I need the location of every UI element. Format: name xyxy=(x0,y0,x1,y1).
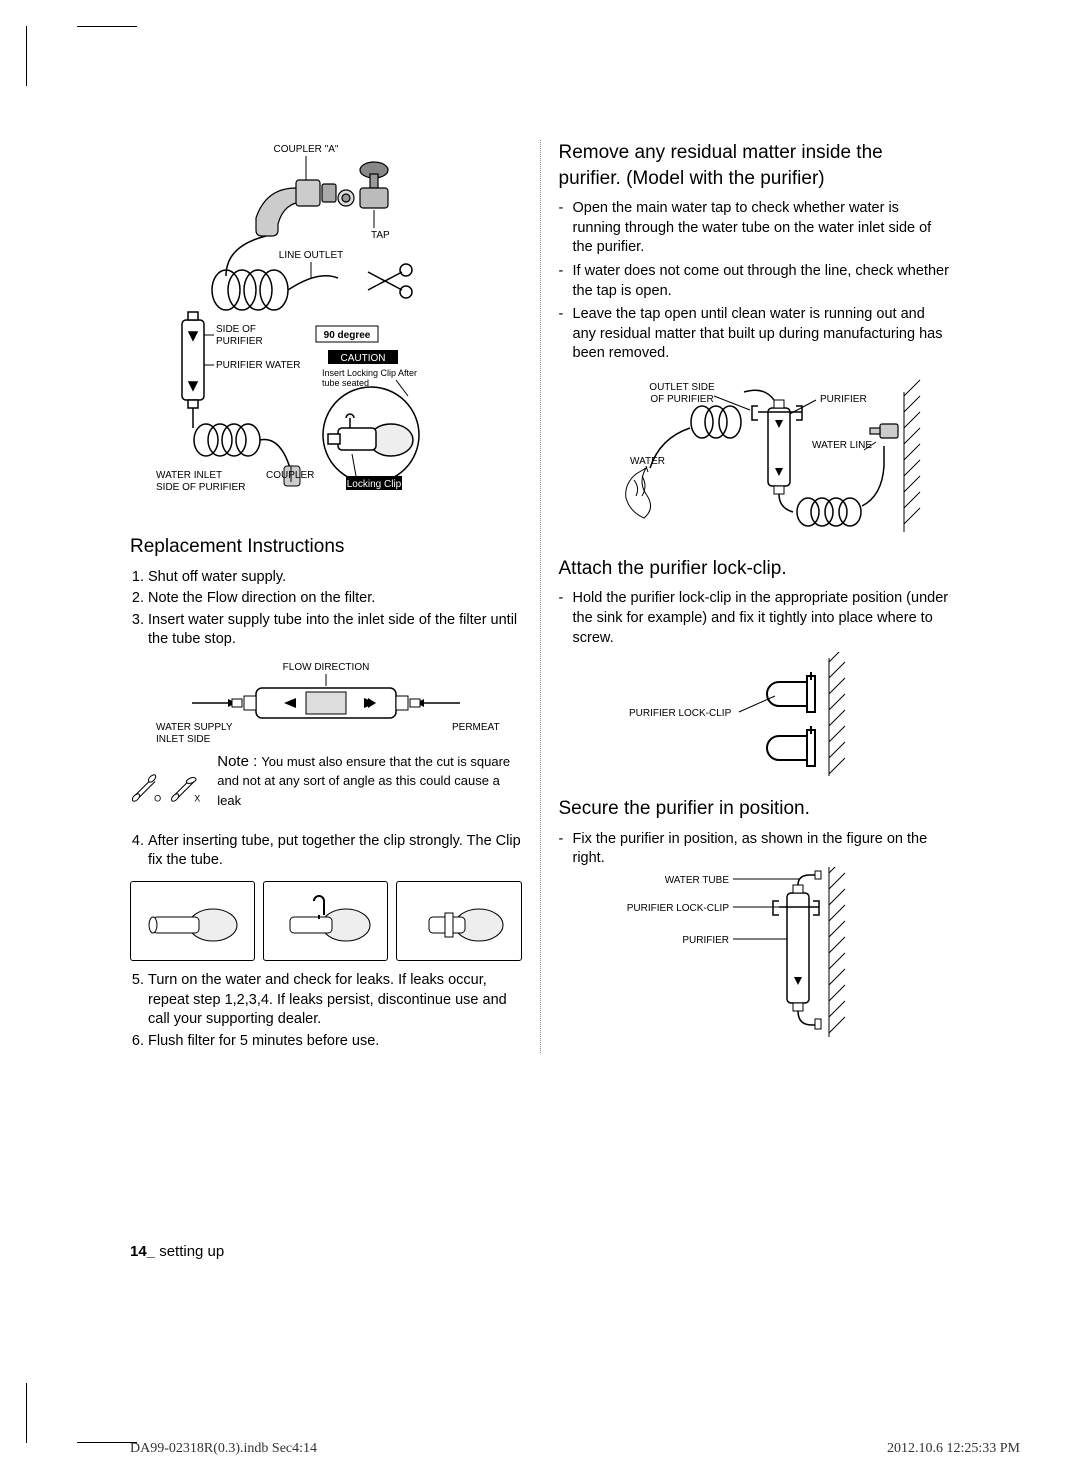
figure-tube-cut-ox: O X xyxy=(130,752,205,822)
replacement-steps-c: Turn on the water and check for leaks. I… xyxy=(130,971,522,1051)
step: Note the Flow direction on the filter. xyxy=(148,589,522,609)
label-90-degree: 90 degree xyxy=(323,330,370,341)
list-item: Hold the purifier lock-clip in the appro… xyxy=(559,589,951,648)
note-text: You must also ensure that the cut is squ… xyxy=(217,754,510,808)
section-name: setting up xyxy=(155,1243,224,1260)
remove-list: Open the main water tap to check whether… xyxy=(559,199,951,364)
left-column: COUPLER "A" TAP xyxy=(130,140,522,1053)
page-number: 14_ xyxy=(130,1243,155,1260)
label-permeat: PERMEAT xyxy=(452,722,500,733)
svg-text:tube seated: tube seated xyxy=(322,378,369,388)
label-coupler: COUPLER xyxy=(266,470,314,481)
step: Turn on the water and check for leaks. I… xyxy=(148,971,522,1030)
print-file: DA99-02318R(0.3).indb Sec4:14 xyxy=(130,1441,317,1457)
figure-secure: WATER TUBE PURIFIER LOCK-CLIP PURIFIER xyxy=(559,867,951,1047)
right-column: Remove any residual matter inside the pu… xyxy=(559,140,951,1053)
step: After inserting tube, put together the c… xyxy=(148,832,522,871)
cut-note-row: O X Note : You must also ensure that the… xyxy=(130,752,522,822)
heading-attach: Attach the purifier lock-clip. xyxy=(559,556,951,582)
label-purifier2: PURIFIER xyxy=(683,935,730,946)
heading-secure: Secure the purifier in position. xyxy=(559,796,951,822)
page-footer: 14_ setting up xyxy=(130,1243,224,1260)
label-o: O xyxy=(154,793,161,803)
label-water-line: WATER LINE xyxy=(812,440,872,451)
list-item: Leave the tap open until clean water is … xyxy=(559,305,951,364)
label-inlet-side: WATER SUPPLY xyxy=(156,722,233,733)
label-caution-text: Insert Locking Clip After xyxy=(322,368,417,378)
figure-flow-direction: FLOW DIRECTION xyxy=(130,656,522,746)
figure-purifier-assembly: COUPLER "A" TAP xyxy=(140,140,522,520)
page: COUPLER "A" TAP xyxy=(130,140,950,1330)
svg-text:INLET SIDE: INLET SIDE xyxy=(156,734,211,745)
figure-purifier-line: OUTLET SIDE OF PURIFIER PURIFIER xyxy=(559,372,951,542)
note-label: Note : xyxy=(217,753,257,770)
column-divider xyxy=(540,140,541,1053)
svg-text:SIDE OF PURIFIER: SIDE OF PURIFIER xyxy=(156,482,245,493)
label-tap: TAP xyxy=(371,230,390,241)
list-item: Open the main water tap to check whether… xyxy=(559,199,951,258)
heading-remove: Remove any residual matter inside the pu… xyxy=(559,140,951,191)
replacement-steps-b: After inserting tube, put together the c… xyxy=(130,832,522,871)
heading-replacement: Replacement Instructions xyxy=(130,534,522,560)
step: Flush filter for 5 minutes before use. xyxy=(148,1032,522,1052)
svg-text:PURIFIER: PURIFIER xyxy=(216,336,263,347)
label-purifier-water: PURIFIER WATER xyxy=(216,360,300,371)
print-timestamp: 2012.10.6 12:25:33 PM xyxy=(887,1441,1020,1457)
list-item: If water does not come out through the l… xyxy=(559,262,951,301)
label-side-of-purifier: SIDE OF xyxy=(216,324,256,335)
label-water-inlet: WATER INLET xyxy=(156,470,222,481)
secure-list: Fix the purifier in position, as shown i… xyxy=(559,830,951,869)
label-x: X xyxy=(194,793,200,803)
label-coupler-a: COUPLER "A" xyxy=(273,144,338,155)
replacement-steps-a: Shut off water supply. Note the Flow dir… xyxy=(130,568,522,650)
svg-text:OF PURIFIER: OF PURIFIER xyxy=(651,394,714,405)
label-water-tube: WATER TUBE xyxy=(665,875,730,886)
label-lock-clip: PURIFIER LOCK-CLIP xyxy=(629,708,732,719)
label-lock-clip2: PURIFIER LOCK-CLIP xyxy=(627,903,730,914)
label-caution: CAUTION xyxy=(340,353,385,364)
label-flow-direction: FLOW DIRECTION xyxy=(282,662,369,673)
label-locking-clip: Locking Clip xyxy=(347,479,402,490)
label-line-outlet: LINE OUTLET xyxy=(279,250,343,261)
step: Insert water supply tube into the inlet … xyxy=(148,611,522,650)
figure-lock-clip: PURIFIER LOCK-CLIP xyxy=(559,652,951,782)
attach-list: Hold the purifier lock-clip in the appro… xyxy=(559,589,951,648)
figure-clip-sequence xyxy=(130,881,522,961)
label-purifier: PURIFIER xyxy=(820,394,867,405)
label-water: WATER xyxy=(630,456,665,467)
print-metadata: DA99-02318R(0.3).indb Sec4:14 2012.10.6 … xyxy=(130,1441,1020,1457)
label-outlet-side: OUTLET SIDE xyxy=(650,382,716,393)
list-item: Fix the purifier in position, as shown i… xyxy=(559,830,951,869)
step: Shut off water supply. xyxy=(148,568,522,588)
